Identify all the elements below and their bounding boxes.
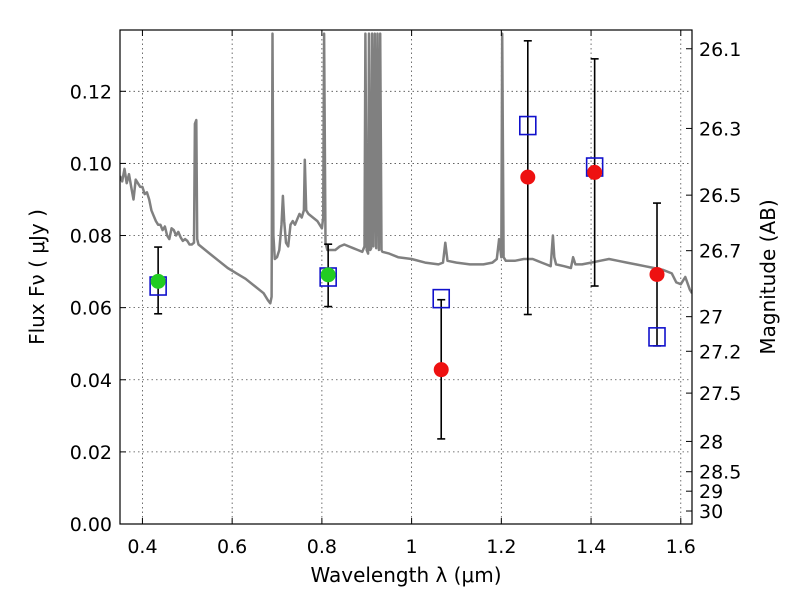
right-tick-label: 26.3: [699, 118, 741, 140]
right-tick-label: 28: [699, 431, 723, 453]
right-tick-label: 30: [699, 501, 723, 523]
red-point: [433, 362, 449, 378]
x-axis-ticks: 0.4 0.6 0.8 1 1.2 1.4 1.6: [127, 30, 696, 558]
right-tick-label: 26.1: [699, 39, 741, 61]
x-tick-label: 0.4: [127, 536, 157, 558]
data-points: [149, 40, 666, 440]
right-tick-label: 27.5: [699, 383, 741, 405]
y-tick-label: 0.02: [70, 442, 112, 464]
y-axis-ticks: 0.00 0.02 0.04 0.06 0.08 0.10 0.12: [70, 81, 126, 536]
green-point: [150, 273, 166, 289]
grid: [120, 30, 692, 525]
right-tick-label: 29: [699, 481, 723, 503]
y-tick-label: 0.08: [70, 226, 112, 248]
model-flux-square: [519, 115, 537, 136]
green-point: [320, 267, 336, 283]
right-tick-label: 27: [699, 307, 723, 329]
model-spectrum: [120, 32, 692, 305]
x-tick-label: 1.4: [576, 536, 606, 558]
plot-frame: [119, 29, 693, 525]
x-tick-label: 0.8: [307, 536, 337, 558]
right-tick-label: 26.5: [699, 185, 741, 207]
right-tick-label: 27.2: [699, 341, 741, 363]
y-tick-label: 0.10: [70, 153, 112, 175]
x-tick-label: 1: [406, 536, 418, 558]
x-tick-label: 0.6: [217, 536, 247, 558]
model-spectrum-line: [120, 32, 692, 305]
right-axis-label: Magnitude (AB): [756, 199, 780, 354]
red-point: [649, 266, 665, 282]
model-flux-square: [432, 288, 451, 309]
y-tick-label: 0.00: [70, 514, 112, 536]
x-tick-label: 1.6: [666, 536, 696, 558]
y-tick-label: 0.06: [70, 298, 112, 320]
y-tick-label: 0.04: [70, 370, 112, 392]
y-axis-label: Flux Fν ( μJy ): [25, 209, 49, 345]
y-tick-label: 0.12: [70, 81, 112, 103]
right-tick-label: 28.5: [699, 462, 741, 484]
red-point: [520, 169, 536, 185]
red-point: [587, 164, 603, 180]
x-tick-label: 1.2: [486, 536, 516, 558]
x-axis-label: Wavelength λ (μm): [310, 563, 501, 587]
model-flux-square: [648, 327, 666, 347]
right-tick-label: 26.7: [699, 241, 741, 263]
